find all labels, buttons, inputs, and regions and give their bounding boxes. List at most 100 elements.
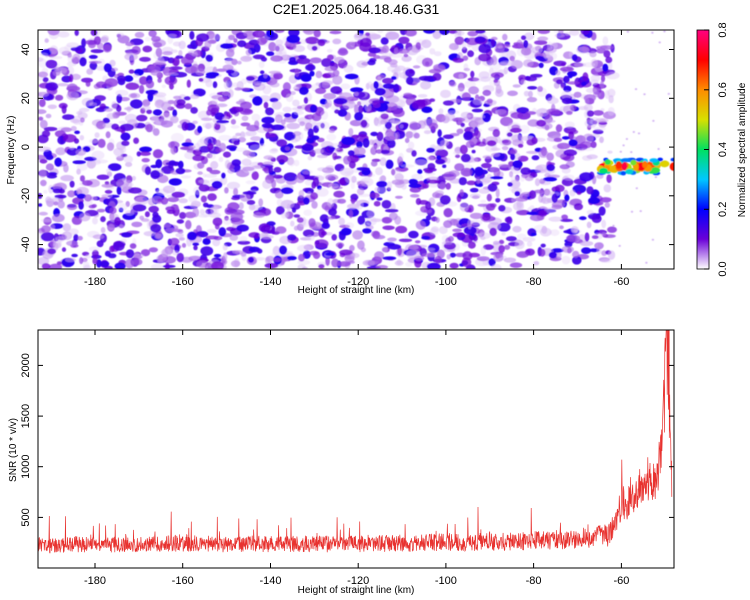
heatmap-cell [120, 123, 134, 131]
heatmap-cell [160, 112, 172, 119]
heatmap-cell [562, 174, 575, 181]
heatmap-cell [608, 250, 616, 260]
heatmap-cell [101, 183, 114, 188]
heatmap-cell [439, 195, 451, 205]
y-tick-label: 40 [20, 43, 32, 55]
heatmap-cell [375, 149, 384, 154]
heatmap-cell [594, 126, 606, 131]
heatmap-cell [54, 194, 67, 199]
heatmap-cell [90, 49, 104, 54]
heatmap-cell [338, 261, 351, 267]
heatmap-signal-cell [630, 159, 637, 166]
heatmap-cell [266, 51, 275, 56]
x-tick-label: -120 [347, 276, 369, 288]
heatmap-cell [212, 81, 218, 89]
heatmap-cell [299, 121, 306, 127]
heatmap-cell [358, 105, 364, 114]
heatmap-cell [408, 121, 420, 131]
heatmap-cell [600, 80, 604, 90]
heatmap-cell [138, 84, 145, 94]
heatmap-cell [546, 47, 557, 53]
heatmap-cell [258, 61, 265, 69]
heatmap-cell [478, 43, 491, 54]
y-tick-label: 0 [20, 144, 32, 150]
x-tick-label: -120 [347, 575, 369, 587]
heatmap-cell [537, 86, 543, 92]
heatmap-cell [440, 139, 449, 147]
heatmap-cell [350, 252, 360, 259]
heatmap-cell [263, 72, 268, 79]
heatmap-cell [559, 66, 574, 72]
x-tick-label: -100 [435, 575, 457, 587]
heatmap-cell [551, 193, 558, 203]
heatmap-cell [634, 88, 638, 91]
heatmap-cell [544, 124, 550, 131]
heatmap-cell [392, 108, 405, 118]
heatmap-cell [441, 241, 453, 245]
heatmap-cell [163, 223, 172, 228]
heatmap-cell [548, 216, 563, 222]
heatmap-cell [369, 192, 380, 199]
heatmap-cell [125, 258, 134, 269]
heatmap-cell [167, 33, 178, 38]
heatmap-cell [214, 223, 220, 230]
heatmap-cell [150, 164, 159, 169]
heatmap-cell [38, 134, 49, 144]
heatmap-signal-cell [621, 162, 628, 171]
heatmap-cell [337, 109, 348, 117]
heatmap-cell [569, 189, 576, 197]
heatmap-cell [495, 188, 500, 198]
heatmap-cell [146, 109, 153, 115]
heatmap-cell [227, 89, 234, 98]
heatmap-cell [241, 115, 249, 122]
heatmap-cell [566, 110, 573, 115]
heatmap-cell [510, 112, 524, 119]
heatmap-cell [242, 150, 252, 156]
heatmap-cell [350, 181, 355, 190]
heatmap-cell [74, 30, 79, 36]
heatmap-cell [92, 217, 98, 225]
heatmap-cell [224, 159, 231, 170]
heatmap-cell [607, 107, 615, 116]
heatmap-cell [329, 30, 342, 35]
heatmap-cell [39, 159, 48, 164]
heatmap-cell [377, 185, 387, 194]
x-tick-label: -180 [84, 276, 106, 288]
colorbar-tick-label: 0.6 [717, 82, 729, 97]
heatmap-cell [187, 231, 197, 241]
heatmap-cell [298, 253, 305, 262]
heatmap-cell [271, 101, 282, 110]
heatmap-cell [183, 96, 191, 101]
heatmap-cell [338, 217, 345, 226]
heatmap-cell [261, 123, 273, 129]
heatmap-cell [456, 194, 462, 203]
heatmap-cell [465, 114, 472, 118]
heatmap-cell [511, 197, 516, 203]
heatmap-cell [377, 55, 392, 60]
heatmap-cell [507, 90, 518, 97]
heatmap-cell [169, 237, 180, 246]
heatmap-cell [381, 246, 388, 253]
heatmap-cell [426, 262, 441, 269]
heatmap-cell [62, 223, 71, 232]
heatmap-cell [431, 226, 439, 233]
heatmap-cell [554, 184, 565, 192]
heatmap-cell [461, 257, 472, 268]
heatmap-cell [596, 174, 604, 179]
heatmap-cell [91, 150, 105, 160]
heatmap-cell [391, 168, 396, 176]
heatmap-cell [269, 148, 279, 154]
heatmap-cell [178, 198, 188, 204]
heatmap-cell [566, 234, 580, 242]
heatmap-cell [46, 174, 58, 179]
heatmap-cell [205, 71, 220, 78]
x-tick-label: -180 [84, 575, 106, 587]
heatmap-cell [80, 117, 85, 123]
heatmap-cell [428, 122, 439, 130]
heatmap-cell [549, 229, 560, 237]
heatmap-cell [233, 187, 239, 197]
heatmap-cell [423, 130, 432, 135]
heatmap-cell [438, 108, 444, 115]
heatmap-cell [326, 48, 333, 53]
spectrogram-y-axis: -40 -20 0 20 40 [20, 43, 674, 253]
